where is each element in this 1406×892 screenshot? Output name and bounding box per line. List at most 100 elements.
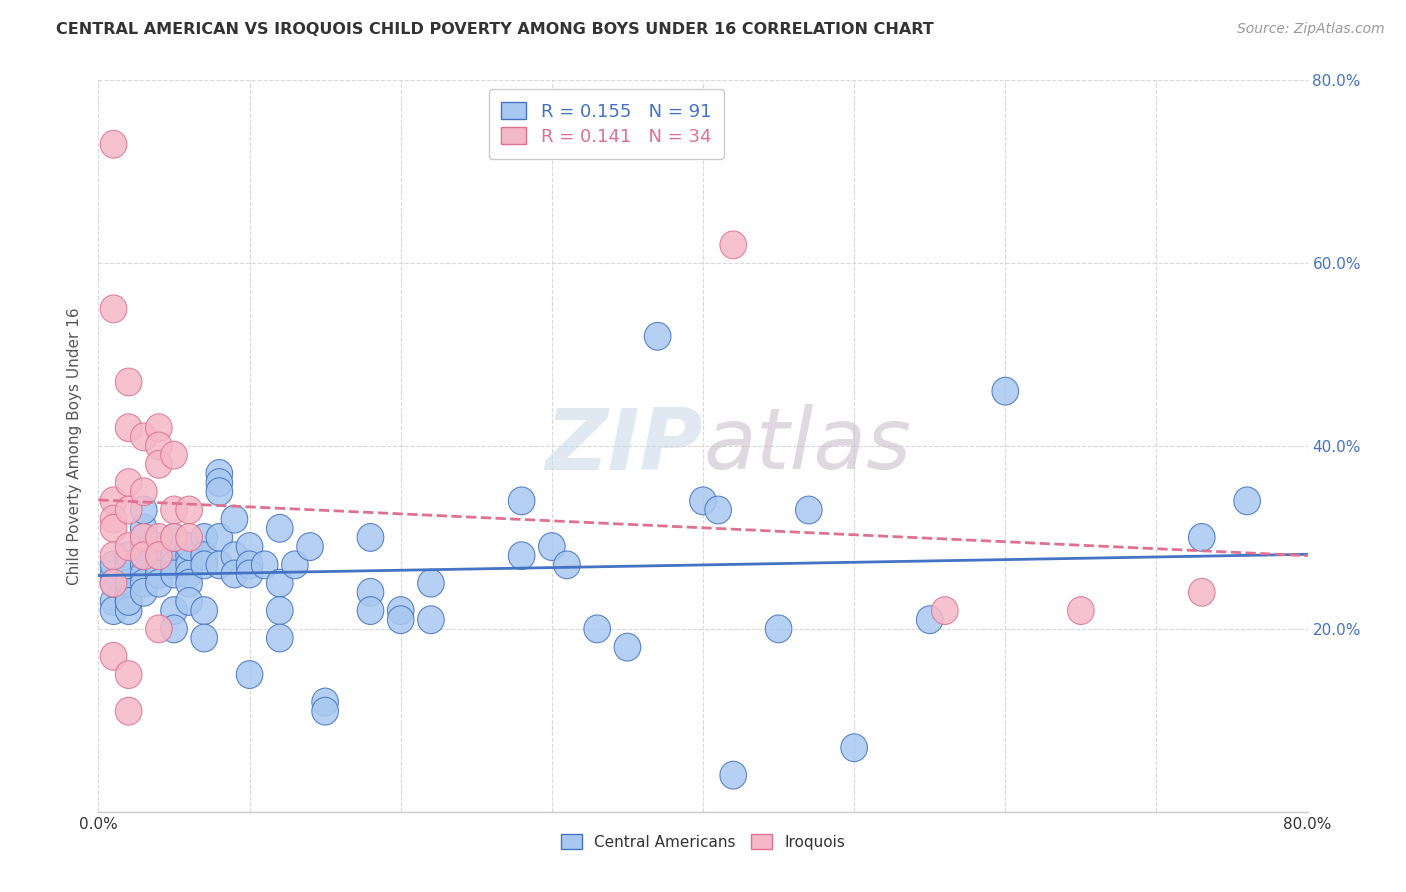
Ellipse shape <box>720 231 747 259</box>
Ellipse shape <box>160 496 187 524</box>
Ellipse shape <box>131 551 157 579</box>
Ellipse shape <box>146 560 172 588</box>
Ellipse shape <box>100 569 127 597</box>
Ellipse shape <box>115 597 142 624</box>
Ellipse shape <box>160 560 187 588</box>
Ellipse shape <box>100 560 127 588</box>
Ellipse shape <box>100 588 127 615</box>
Ellipse shape <box>100 597 127 624</box>
Ellipse shape <box>207 551 232 579</box>
Ellipse shape <box>146 551 172 579</box>
Ellipse shape <box>236 661 263 689</box>
Ellipse shape <box>1234 487 1260 515</box>
Text: atlas: atlas <box>703 404 911 488</box>
Ellipse shape <box>207 468 232 497</box>
Ellipse shape <box>690 487 716 515</box>
Legend: Central Americans, Iroquois: Central Americans, Iroquois <box>551 825 855 859</box>
Ellipse shape <box>115 541 142 570</box>
Ellipse shape <box>720 761 747 789</box>
Ellipse shape <box>176 541 202 570</box>
Ellipse shape <box>614 633 641 661</box>
Ellipse shape <box>131 423 157 450</box>
Ellipse shape <box>146 560 172 588</box>
Ellipse shape <box>146 533 172 560</box>
Ellipse shape <box>100 515 127 542</box>
Ellipse shape <box>100 295 127 323</box>
Text: CENTRAL AMERICAN VS IROQUOIS CHILD POVERTY AMONG BOYS UNDER 16 CORRELATION CHART: CENTRAL AMERICAN VS IROQUOIS CHILD POVER… <box>56 22 934 37</box>
Ellipse shape <box>191 524 218 551</box>
Ellipse shape <box>765 615 792 643</box>
Ellipse shape <box>176 551 202 579</box>
Ellipse shape <box>252 551 278 579</box>
Ellipse shape <box>176 560 202 588</box>
Ellipse shape <box>357 578 384 607</box>
Ellipse shape <box>100 642 127 670</box>
Ellipse shape <box>100 551 127 579</box>
Ellipse shape <box>131 578 157 607</box>
Ellipse shape <box>917 606 943 633</box>
Ellipse shape <box>267 624 292 652</box>
Ellipse shape <box>115 551 142 579</box>
Ellipse shape <box>267 597 292 624</box>
Ellipse shape <box>131 533 157 560</box>
Ellipse shape <box>115 468 142 497</box>
Ellipse shape <box>236 533 263 560</box>
Ellipse shape <box>146 551 172 579</box>
Ellipse shape <box>509 487 534 515</box>
Ellipse shape <box>418 569 444 597</box>
Ellipse shape <box>100 569 127 597</box>
Ellipse shape <box>796 496 823 524</box>
Ellipse shape <box>312 698 339 725</box>
Ellipse shape <box>115 578 142 607</box>
Ellipse shape <box>932 597 957 624</box>
Ellipse shape <box>176 588 202 615</box>
Text: ZIP: ZIP <box>546 404 703 488</box>
Ellipse shape <box>191 551 218 579</box>
Text: Source: ZipAtlas.com: Source: ZipAtlas.com <box>1237 22 1385 37</box>
Ellipse shape <box>176 524 202 551</box>
Ellipse shape <box>704 496 731 524</box>
Ellipse shape <box>160 524 187 551</box>
Ellipse shape <box>131 569 157 597</box>
Ellipse shape <box>115 368 142 396</box>
Ellipse shape <box>131 560 157 588</box>
Ellipse shape <box>146 615 172 643</box>
Ellipse shape <box>176 533 202 560</box>
Ellipse shape <box>221 505 247 533</box>
Ellipse shape <box>191 541 218 570</box>
Ellipse shape <box>1188 578 1215 607</box>
Ellipse shape <box>160 597 187 624</box>
Ellipse shape <box>644 322 671 351</box>
Ellipse shape <box>357 597 384 624</box>
Ellipse shape <box>131 515 157 542</box>
Ellipse shape <box>236 551 263 579</box>
Ellipse shape <box>115 533 142 560</box>
Ellipse shape <box>100 487 127 515</box>
Ellipse shape <box>160 524 187 551</box>
Ellipse shape <box>115 661 142 689</box>
Ellipse shape <box>131 524 157 551</box>
Ellipse shape <box>131 478 157 506</box>
Ellipse shape <box>115 588 142 615</box>
Ellipse shape <box>115 698 142 725</box>
Ellipse shape <box>160 442 187 469</box>
Ellipse shape <box>267 515 292 542</box>
Ellipse shape <box>146 541 172 570</box>
Ellipse shape <box>131 524 157 551</box>
Ellipse shape <box>131 496 157 524</box>
Ellipse shape <box>146 414 172 442</box>
Ellipse shape <box>146 450 172 478</box>
Ellipse shape <box>160 615 187 643</box>
Ellipse shape <box>312 688 339 716</box>
Ellipse shape <box>115 414 142 442</box>
Ellipse shape <box>115 588 142 615</box>
Ellipse shape <box>100 130 127 158</box>
Ellipse shape <box>160 551 187 579</box>
Ellipse shape <box>554 551 581 579</box>
Ellipse shape <box>115 560 142 588</box>
Ellipse shape <box>131 541 157 570</box>
Ellipse shape <box>388 597 413 624</box>
Ellipse shape <box>131 541 157 570</box>
Ellipse shape <box>146 524 172 551</box>
Ellipse shape <box>388 606 413 633</box>
